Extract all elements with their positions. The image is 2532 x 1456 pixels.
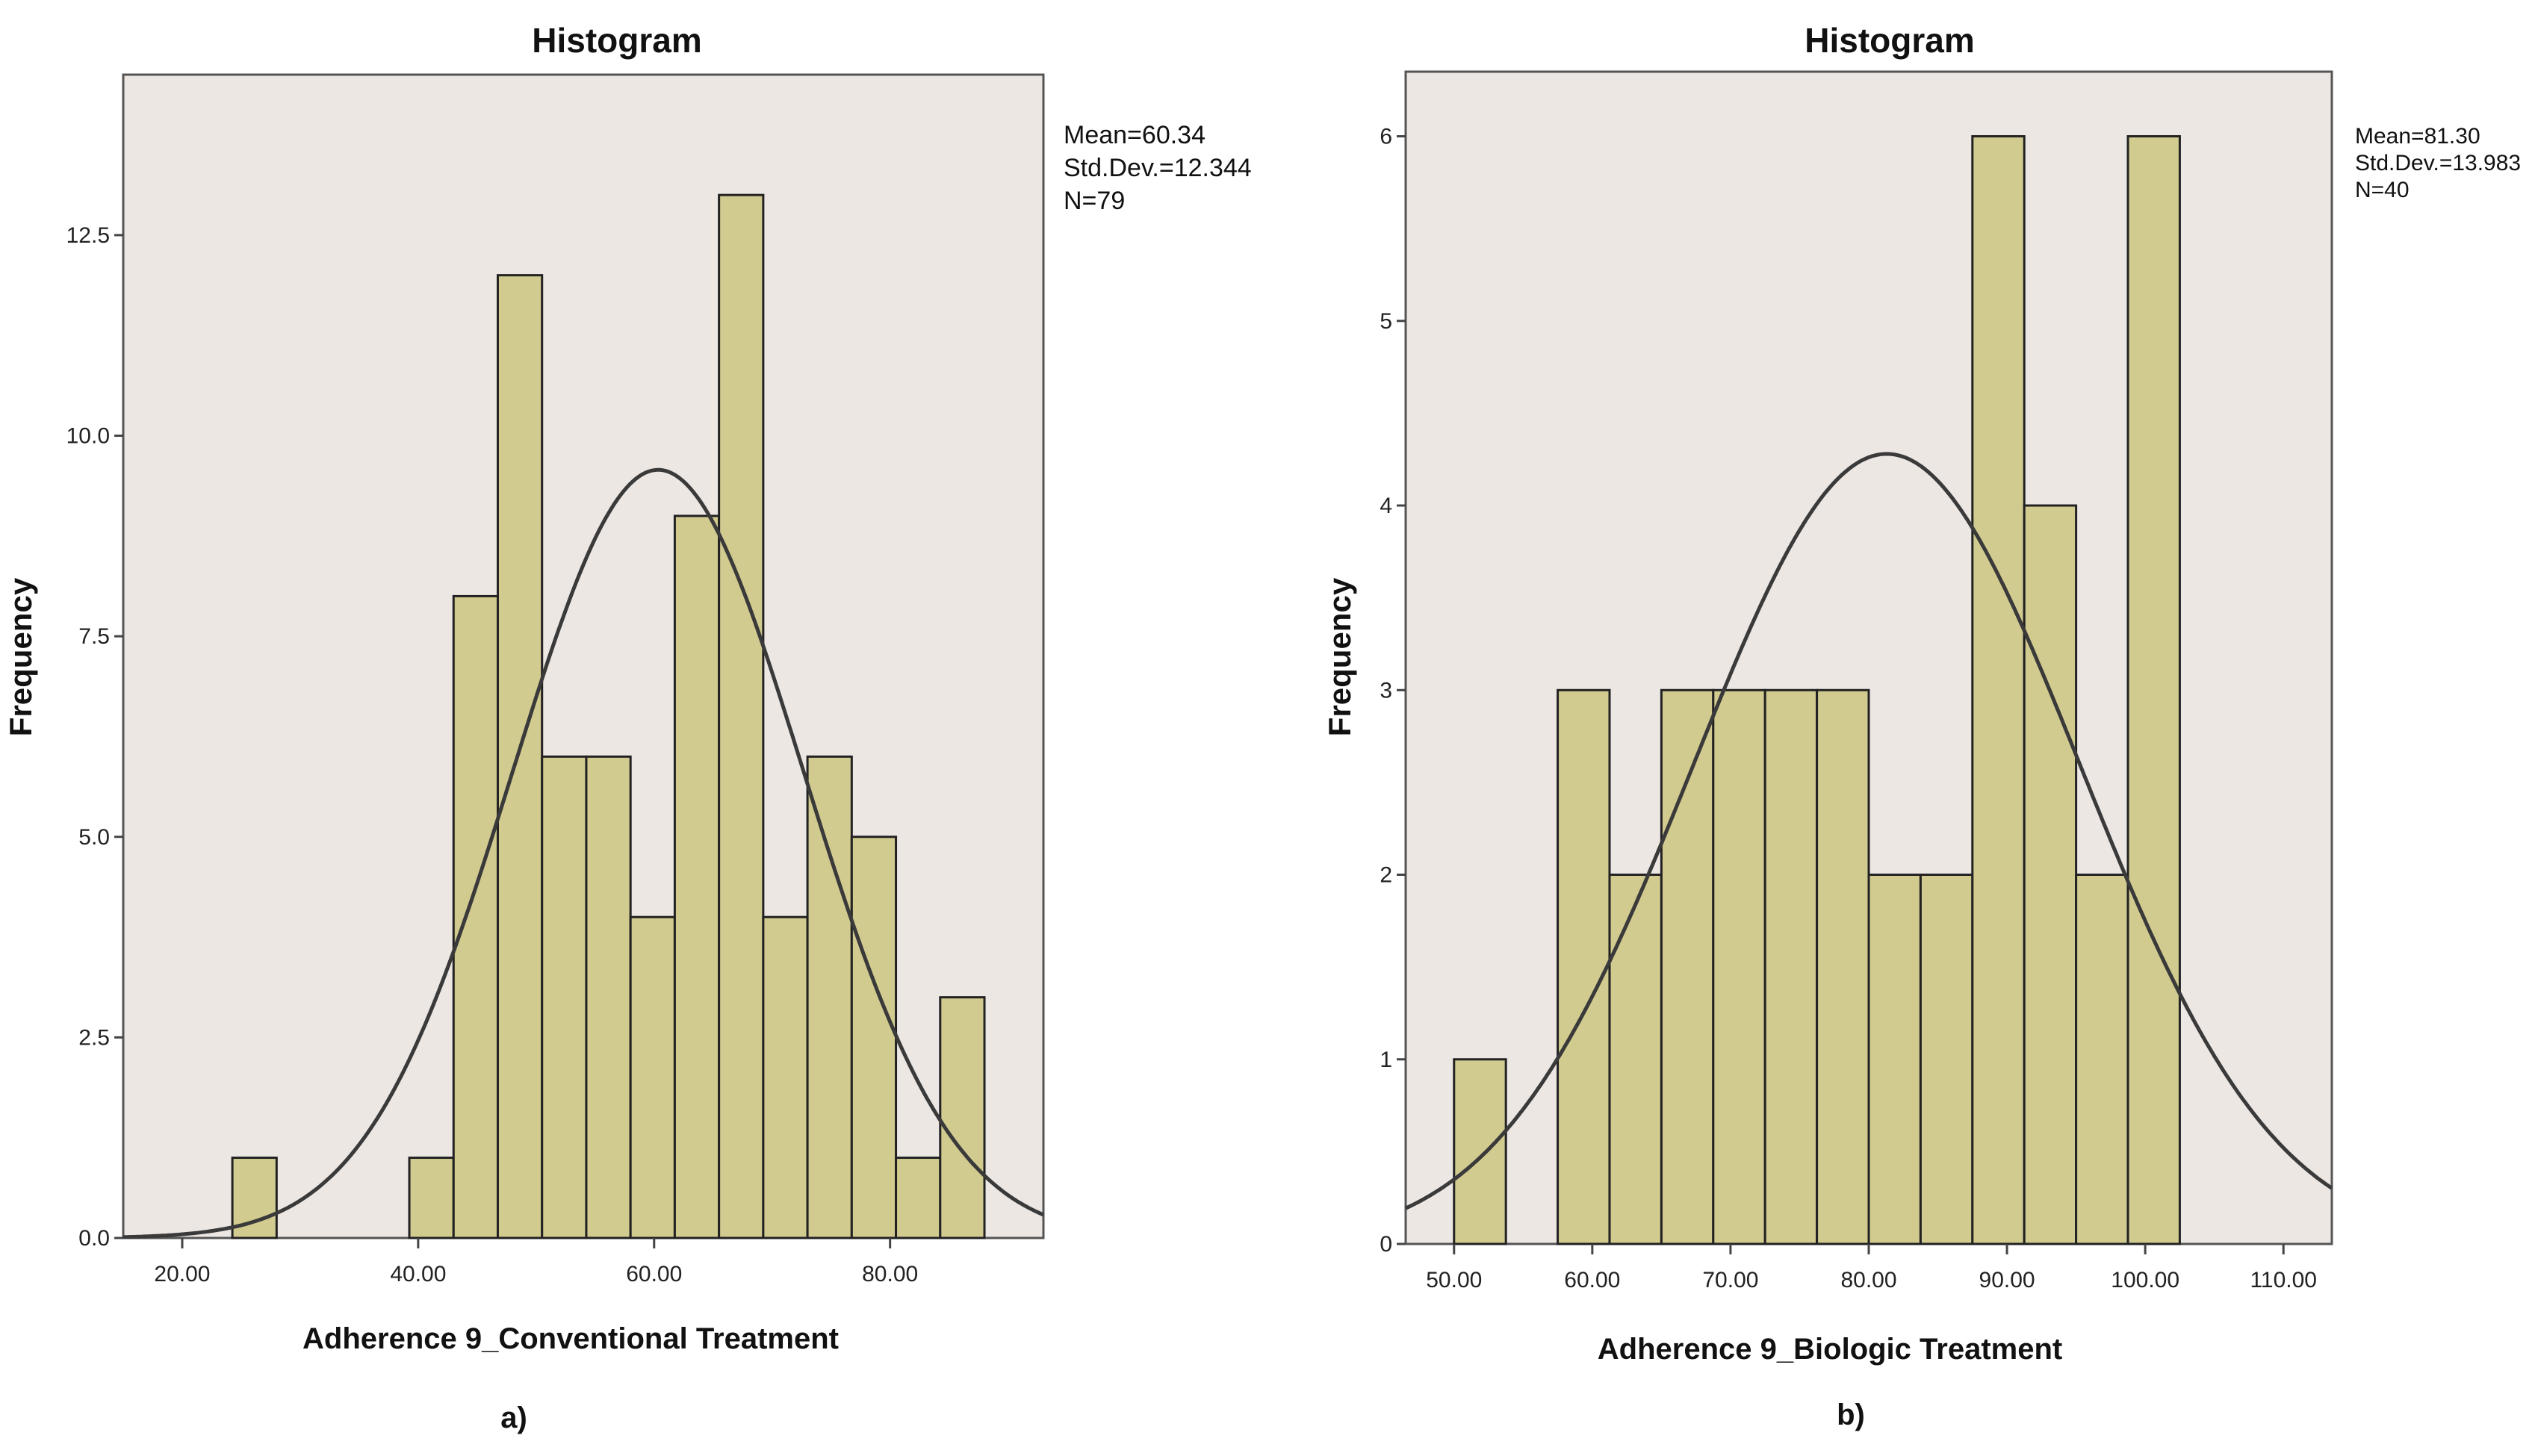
chart-b-bar <box>1816 688 1870 1245</box>
chart-b: Histogram 0 1 2 3 4 5 6 50.00 60.00 70.00 80.00 90… <box>1322 21 2521 1431</box>
chart-a-title: Histogram <box>532 21 701 60</box>
chart-a-ytick-label: 2.5 <box>78 1025 110 1050</box>
chart-a-bar <box>718 193 765 1239</box>
chart-a-bar <box>762 915 809 1239</box>
chart-a-xtick-label: 20.00 <box>154 1262 210 1287</box>
chart-b-xtick-label: 50.00 <box>1426 1268 1482 1292</box>
chart-b-xtick-label: 70.00 <box>1702 1268 1758 1292</box>
chart-b-ytick-label: 2 <box>1380 863 1392 888</box>
chart-b-ytick-label: 0 <box>1380 1232 1392 1257</box>
chart-a-bar <box>850 836 898 1239</box>
chart-a-ytick-label: 7.5 <box>78 624 110 649</box>
chart-a-xticks: 20.00 40.00 60.00 80.00 <box>154 1238 918 1287</box>
chart-a-ytick-label: 5.0 <box>78 825 110 850</box>
chart-a-yticks: 0.0 2.5 5.0 7.5 10.0 12.5 <box>66 223 123 1251</box>
chart-b-ylabel: Frequency <box>1322 577 1357 736</box>
chart-b-yticks: 0 1 2 3 4 5 6 <box>1380 125 1406 1257</box>
chart-b-bar <box>1971 135 2026 1245</box>
chart-b-stat-sd: Std.Dev.=13.983 <box>2355 151 2521 175</box>
chart-a-stat-sd: Std.Dev.=12.344 <box>1064 154 1252 182</box>
chart-a-ytick-label: 12.5 <box>66 223 110 248</box>
chart-b-xlabel: Adherence 9_Biologic Treatment <box>1598 1333 2062 1366</box>
chart-a-normal-curve <box>122 467 1044 1239</box>
chart-b-ytick-label: 1 <box>1380 1048 1392 1072</box>
chart-a-xtick-label: 60.00 <box>626 1262 682 1287</box>
chart-a-bar <box>452 594 499 1239</box>
chart-b-panel-label: b) <box>1837 1399 1865 1431</box>
chart-b-xtick-label: 60.00 <box>1564 1268 1620 1292</box>
chart-a-xtick-label: 80.00 <box>862 1262 918 1287</box>
chart-b-bar <box>1919 874 1974 1245</box>
chart-a-bars <box>231 193 986 1239</box>
chart-b-bar <box>1763 688 1819 1245</box>
chart-a-bar <box>673 514 721 1239</box>
chart-b-stat-n: N=40 <box>2355 178 2410 202</box>
chart-a-xlabel: Adherence 9_Conventional Treatment <box>302 1322 839 1355</box>
chart-b-xtick-label: 90.00 <box>1979 1268 2035 1292</box>
chart-b-ytick-label: 6 <box>1380 125 1392 149</box>
chart-a-stat-n: N=79 <box>1064 187 1125 215</box>
chart-a-bar <box>585 755 632 1239</box>
chart-a-stat-mean: Mean=60.34 <box>1064 121 1206 149</box>
chart-a-bar <box>541 755 588 1239</box>
chart-b-normal-curve <box>1404 452 2333 1210</box>
chart-a-panel-label: a) <box>500 1401 527 1434</box>
chart-b-title: Histogram <box>1805 21 1974 60</box>
chart-a: Histogram 0.0 2.5 5.0 7.5 10.0 12.5 20.00 40.0… <box>3 21 1252 1434</box>
chart-a-bar <box>939 996 986 1239</box>
chart-b-bar <box>1608 874 1663 1245</box>
chart-a-ylabel: Frequency <box>3 577 38 736</box>
chart-a-bar <box>496 274 544 1239</box>
chart-b-xticks: 50.00 60.00 70.00 80.00 90.00 100.00 110.00 <box>1426 1244 2317 1292</box>
chart-b-bar <box>1867 874 1922 1245</box>
chart-b-bar <box>2126 135 2181 1245</box>
chart-a-xtick-label: 40.00 <box>390 1262 446 1287</box>
chart-a-bar <box>806 755 853 1239</box>
chart-a-bar <box>408 1157 455 1239</box>
chart-b-bar <box>2023 504 2078 1245</box>
chart-a-ytick-label: 0.0 <box>78 1226 110 1251</box>
chart-a-ytick-label: 10.0 <box>66 424 110 449</box>
chart-b-stat-mean: Mean=81.30 <box>2355 124 2480 149</box>
chart-a-bar <box>629 915 676 1239</box>
chart-b-ytick-label: 4 <box>1380 494 1392 518</box>
chart-b-bar <box>1557 688 1611 1245</box>
chart-b-xtick-label: 100.00 <box>2111 1268 2179 1292</box>
chart-b-bar <box>2075 874 2129 1245</box>
chart-b-bars <box>1453 135 2181 1245</box>
chart-b-xtick-label: 80.00 <box>1840 1268 1896 1292</box>
chart-b-bar <box>1660 688 1715 1245</box>
chart-a-bar <box>895 1157 942 1239</box>
chart-b-ytick-label: 3 <box>1380 678 1392 703</box>
chart-b-bar <box>1712 688 1766 1245</box>
chart-b-ytick-label: 5 <box>1380 309 1392 334</box>
chart-b-xtick-label: 110.00 <box>2250 1268 2317 1292</box>
chart-b-bar <box>1453 1058 1507 1245</box>
